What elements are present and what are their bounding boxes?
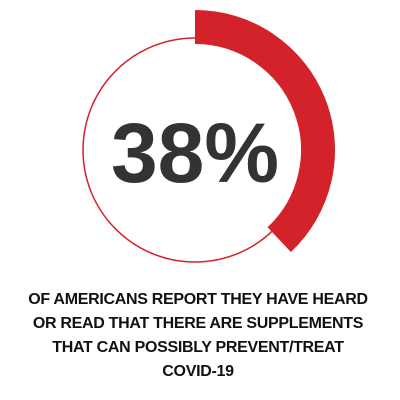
value-label: 38% <box>111 106 279 200</box>
caption-line: COVID-19 <box>162 363 234 380</box>
caption-line: OF AMERICANS REPORT THEY HAVE HEARD <box>28 291 367 308</box>
caption-line: THAT CAN POSSIBLY PREVENT/TREAT <box>52 339 344 356</box>
arc <box>194 10 335 253</box>
caption-line: OR READ THAT THERE ARE SUPPLEMENTS <box>33 315 364 332</box>
